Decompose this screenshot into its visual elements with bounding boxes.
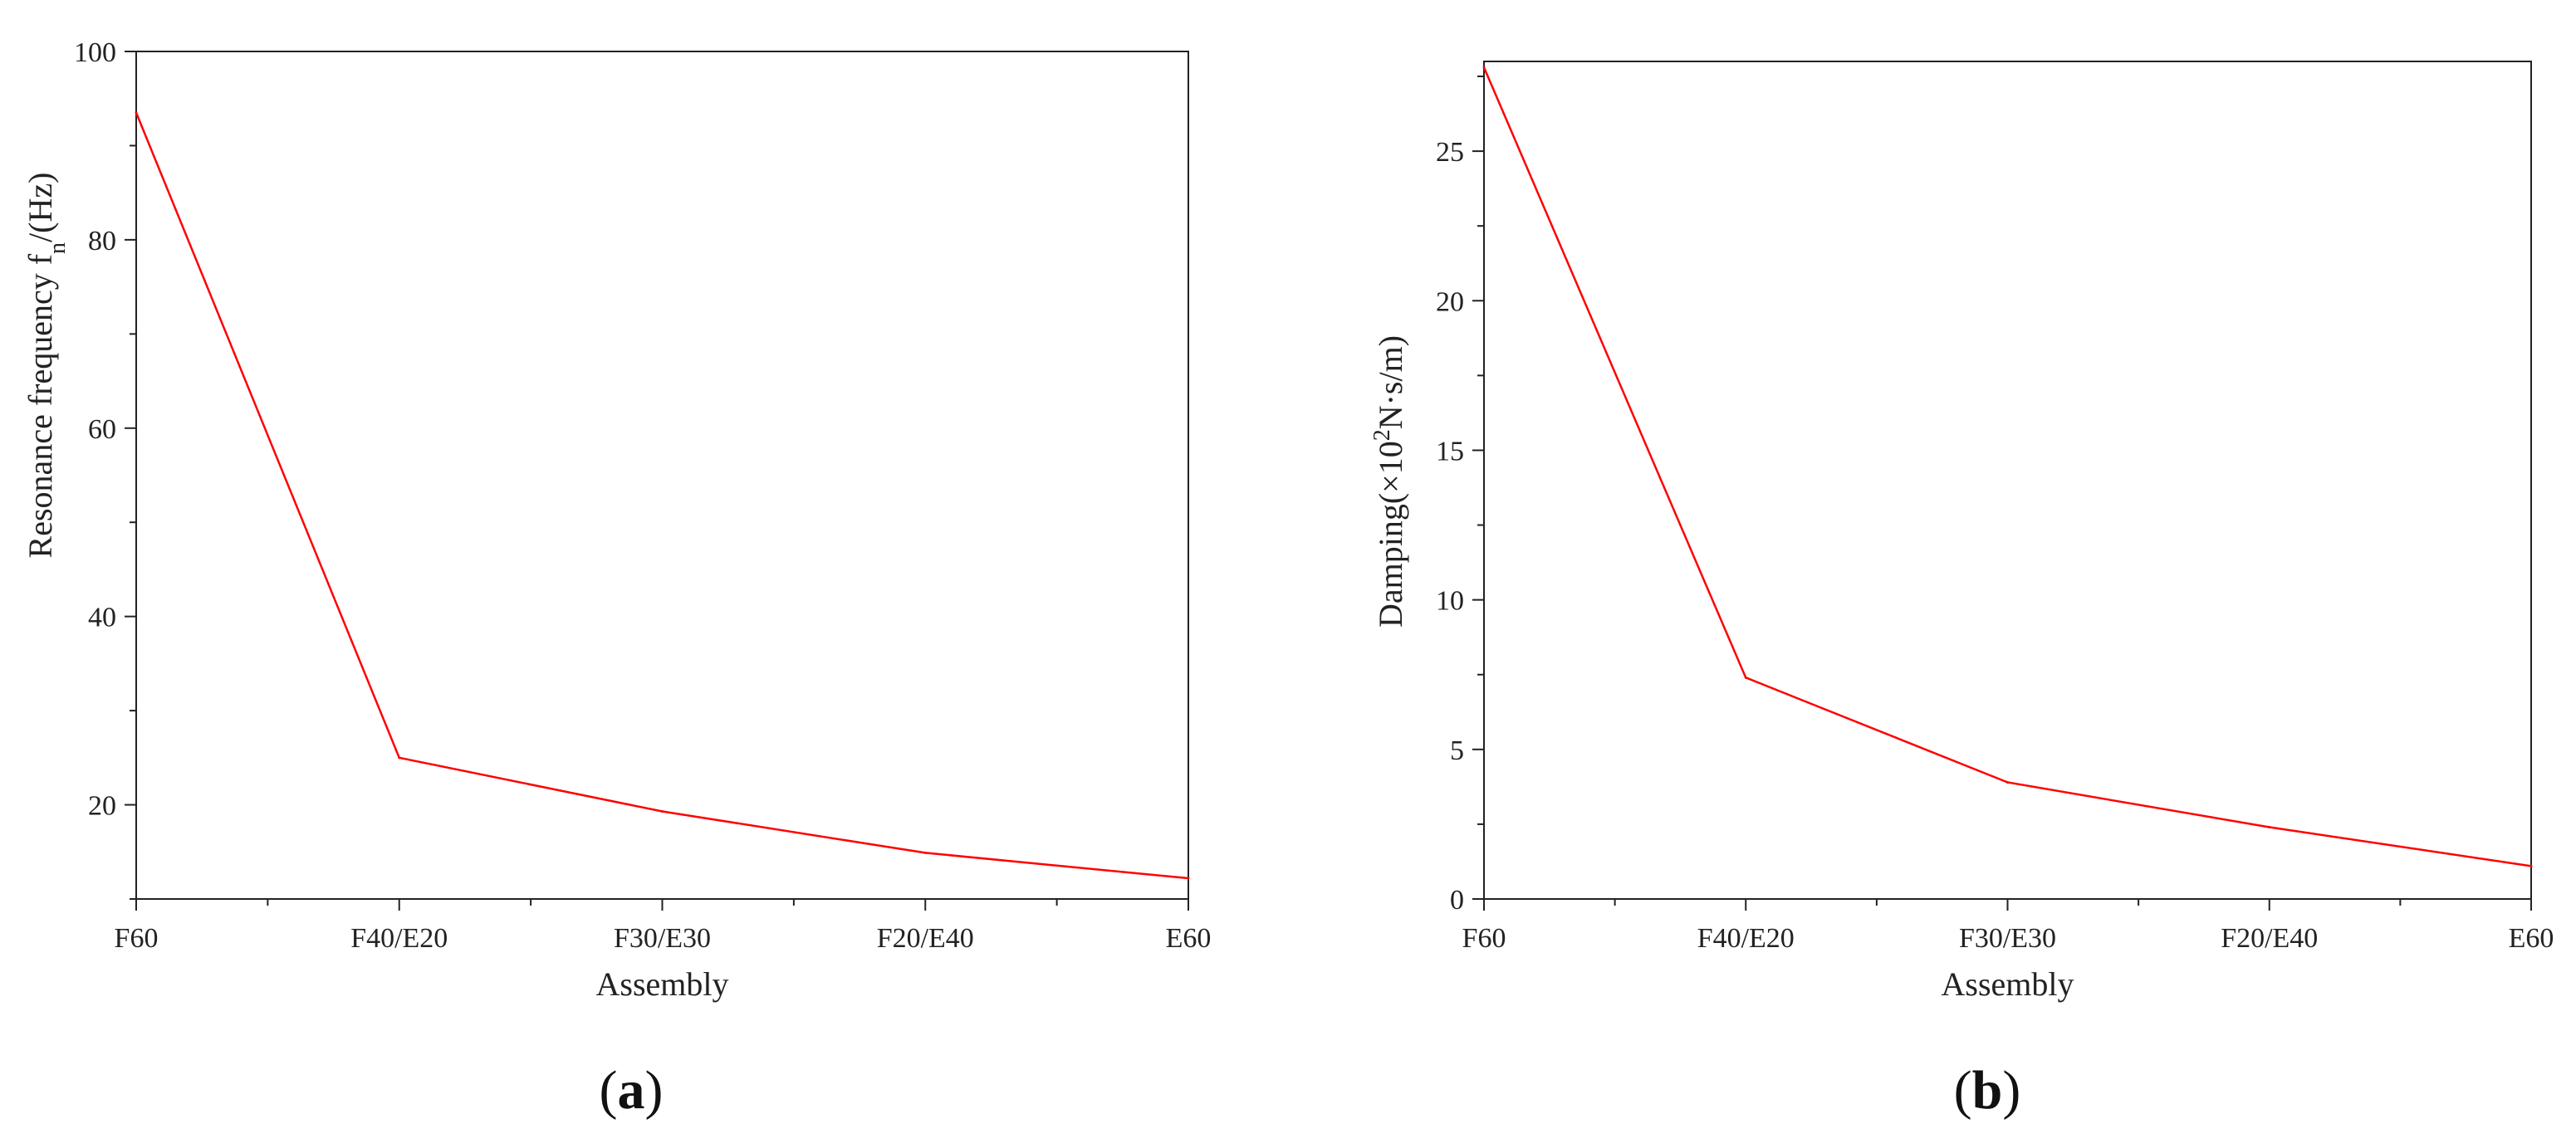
plot-frame (135, 51, 1189, 900)
x-tick-label: F60 (1462, 923, 1506, 954)
x-tick-label: F40/E20 (1697, 923, 1795, 954)
y-tick-label: 0 (1450, 885, 1464, 916)
x-axis-label: Assembly (1942, 965, 2074, 1003)
y-tick-label: 100 (74, 37, 116, 68)
chart-panel-a: F60 F40/E20 F30/E30 F20/E40 E60 20 40 60 80 100 As… (22, 37, 1211, 1121)
y-tick-label: 40 (88, 603, 116, 633)
series-line (135, 112, 1189, 880)
y-tick-label: 20 (1436, 286, 1464, 317)
data-point (2006, 780, 2009, 784)
data-point (2529, 864, 2533, 867)
data-point (398, 756, 401, 760)
x-tick-label: E60 (1166, 923, 1212, 954)
data-point (135, 111, 138, 115)
panel-label-close: ) (2002, 1060, 2020, 1121)
y-axis-label-sub: n (45, 242, 71, 254)
panel-label-letter: b (1972, 1060, 2003, 1121)
data-point (2268, 826, 2271, 829)
panel-label-letter: a (618, 1060, 645, 1121)
panel-label-close: ) (645, 1060, 664, 1121)
y-tick-label: 60 (88, 414, 116, 445)
y-tick-label: 10 (1436, 586, 1464, 617)
panel-label-open: ( (600, 1060, 618, 1121)
y-axis-label: Damping(×102N·s/m) (1369, 335, 1410, 628)
x-axis-label: Assembly (596, 965, 729, 1003)
panel-label-open: ( (1954, 1060, 1972, 1121)
y-tick-label: 20 (88, 791, 116, 822)
y-axis-label-main: Resonance frequency f (22, 253, 59, 558)
x-tick-label: F30/E30 (614, 923, 711, 954)
plot-frame (1483, 61, 2532, 900)
y-axis-label-sup: 2 (1369, 429, 1395, 441)
y-tick-label: 25 (1436, 137, 1464, 168)
y-tick-label: 80 (88, 226, 116, 256)
y-tick-label: 5 (1450, 735, 1464, 766)
chart-panel-b: F60 F40/E20 F30/E30 F20/E40 E60 0 5 10 15 20 25 Ass… (1369, 61, 2554, 1121)
series-line (1482, 66, 2532, 867)
data-point (1187, 877, 1190, 880)
data-point (1744, 676, 1747, 679)
panel-label: (b) (1954, 1060, 2021, 1121)
y-axis-label-tail: /(Hz) (22, 173, 59, 242)
y-axis-label-tail: N·s/m) (1372, 335, 1409, 429)
panel-label: (a) (600, 1060, 664, 1121)
x-tick-label: F60 (115, 923, 159, 954)
data-point (923, 851, 927, 854)
x-tick-label: F20/E40 (877, 923, 974, 954)
y-tick-label: 15 (1436, 436, 1464, 467)
x-tick-label: E60 (2509, 923, 2554, 954)
x-tick-label: F30/E30 (1959, 923, 2056, 954)
x-tick-label: F20/E40 (2221, 923, 2318, 954)
y-axis-label: Resonance frequency fn/(Hz) (22, 173, 71, 559)
x-tick-label: F40/E20 (350, 923, 448, 954)
data-point (661, 809, 664, 813)
y-axis-label-main: Damping(×10 (1372, 441, 1409, 628)
data-point (1482, 66, 1486, 69)
